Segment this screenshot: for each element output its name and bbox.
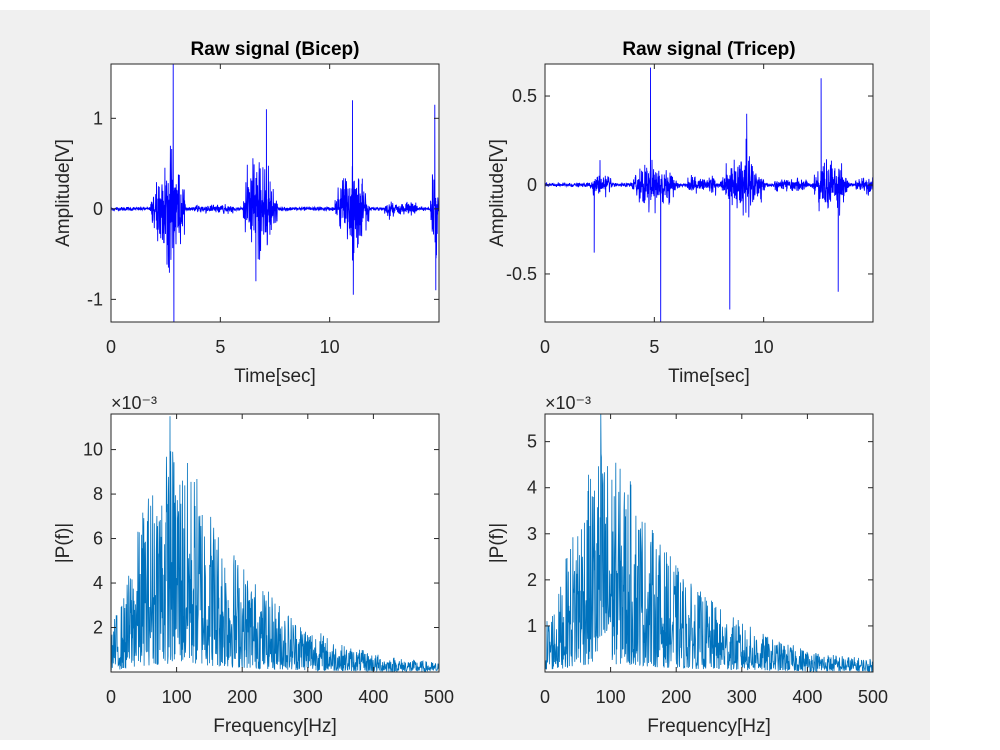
y-tick-label: 8	[93, 484, 103, 504]
y-tick-label: 4	[93, 573, 103, 593]
chart-title: Raw signal (Tricep)	[622, 39, 795, 60]
x-tick-label: 0	[540, 687, 550, 707]
y-tick-label: 10	[83, 440, 103, 460]
x-tick-label: 0	[540, 337, 550, 357]
y-tick-label: 1	[527, 616, 537, 636]
y-tick-label: 3	[527, 524, 537, 544]
y-tick-label: -0.5	[506, 264, 537, 284]
x-tick-label: 10	[754, 337, 774, 357]
y-tick-label: 5	[527, 432, 537, 452]
y-tick-label: 6	[93, 529, 103, 549]
x-tick-label: 0	[106, 337, 116, 357]
x-tick-label: 200	[227, 687, 257, 707]
x-tick-label: 300	[293, 687, 323, 707]
axes-box	[110, 63, 440, 323]
figure-window: 0 5 10 -1 0 1 Time[sec] Amplitude[V] Raw signal …	[0, 10, 930, 740]
subplot-spectrum-tricep: 0 100 200 300 400 500 1 2 3 4 5 Frequency[Hz] |P(f)|…	[487, 393, 888, 737]
x-axis-label: Time[sec]	[668, 366, 750, 387]
x-tick-label: 400	[358, 687, 388, 707]
subplot-spectrum-bicep: 0 100 200 300 400 500 2 4 6 8 10 Frequency[Hz] |P(f)…	[53, 393, 454, 737]
x-tick-label: 10	[320, 337, 340, 357]
x-tick-label: 100	[596, 687, 626, 707]
y-tick-label: 2	[93, 618, 103, 638]
y-tick-label: 0	[93, 199, 103, 219]
x-tick-label: 200	[661, 687, 691, 707]
y-axis-label: |P(f)|	[53, 523, 74, 563]
y-tick-label: 0	[527, 175, 537, 195]
x-tick-label: 5	[649, 337, 659, 357]
y-exponent-label: ×10⁻³	[111, 393, 157, 413]
y-tick-label: 4	[527, 478, 537, 498]
y-axis-label: Amplitude[V]	[487, 139, 508, 247]
y-tick-label: 0.5	[512, 86, 537, 106]
x-axis-label: Frequency[Hz]	[213, 716, 337, 737]
x-tick-label: 5	[215, 337, 225, 357]
axes-box	[544, 63, 874, 323]
x-tick-label: 100	[162, 687, 192, 707]
x-tick-label: 500	[424, 687, 454, 707]
x-tick-label: 400	[792, 687, 822, 707]
y-tick-label: -1	[87, 289, 103, 309]
series-line	[545, 414, 873, 672]
subplot-raw-bicep: 0 5 10 -1 0 1 Time[sec] Amplitude[V] Raw signal …	[53, 39, 440, 387]
y-axis-label: Amplitude[V]	[53, 139, 74, 247]
series-line	[545, 67, 873, 322]
x-tick-label: 300	[727, 687, 757, 707]
y-tick-label: 1	[93, 108, 103, 128]
series-line	[111, 64, 439, 322]
y-axis-label: |P(f)|	[487, 523, 508, 563]
x-tick-label: 500	[858, 687, 888, 707]
axes-box	[544, 413, 874, 673]
series-line	[111, 416, 439, 672]
x-axis-label: Time[sec]	[234, 366, 316, 387]
axes-box	[110, 413, 440, 673]
subplot-raw-tricep: 0 5 10 -0.5 0 0.5 Time[sec] Amplitude[V] Raw sig…	[487, 39, 874, 387]
x-axis-label: Frequency[Hz]	[647, 716, 771, 737]
chart-title: Raw signal (Bicep)	[191, 39, 360, 60]
x-tick-label: 0	[106, 687, 116, 707]
axes-background	[111, 64, 439, 322]
y-tick-label: 2	[527, 570, 537, 590]
y-exponent-label: ×10⁻³	[545, 393, 591, 413]
